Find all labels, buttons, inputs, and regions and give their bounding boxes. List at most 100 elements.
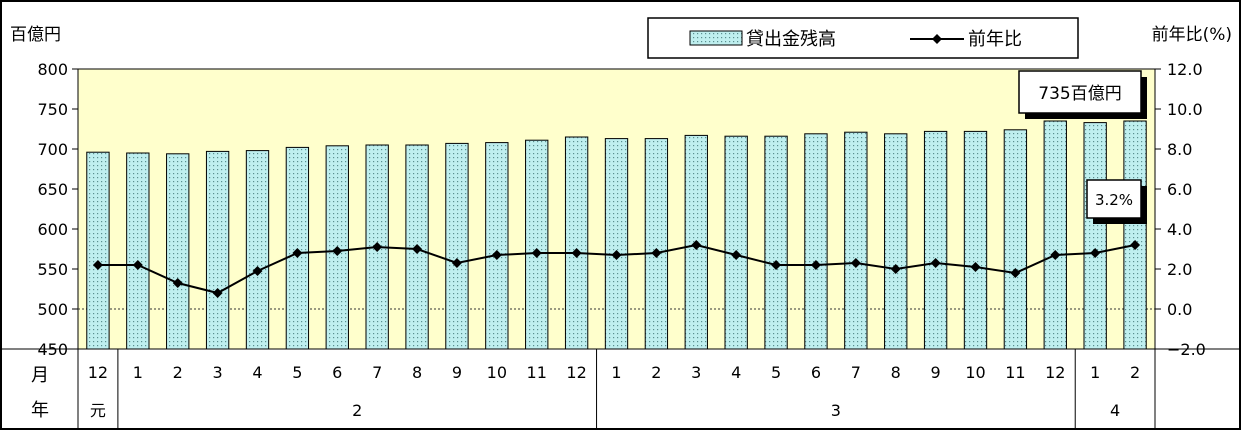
month-label: 7	[372, 363, 382, 382]
right-tick-label: 0.0	[1167, 300, 1192, 319]
right-tick-label: 6.0	[1167, 180, 1192, 199]
left-tick-label: 600	[37, 220, 68, 239]
month-label: 11	[1005, 363, 1025, 382]
line-point	[92, 260, 103, 270]
line-point	[212, 288, 223, 298]
line-point	[1010, 268, 1021, 278]
line-point	[771, 260, 782, 270]
bar	[804, 133, 828, 350]
line-point	[930, 258, 941, 268]
month-label: 6	[332, 363, 342, 382]
line-point	[292, 248, 303, 258]
line-point	[1130, 240, 1141, 250]
bar	[963, 130, 988, 350]
legend-bar-swatch	[689, 30, 743, 46]
bar	[205, 150, 230, 350]
bar	[844, 131, 868, 350]
bar-series	[86, 120, 1147, 350]
line-point	[332, 246, 343, 256]
month-label: 11	[527, 363, 547, 382]
month-label: 3	[213, 363, 223, 382]
left-axis-unit: 百億円	[10, 25, 61, 45]
left-tick-label: 750	[37, 100, 68, 119]
line-point	[252, 266, 263, 276]
month-label: 4	[731, 363, 741, 382]
month-label: 1	[1090, 363, 1100, 382]
bar	[166, 153, 190, 350]
bar	[644, 138, 669, 350]
line-point	[451, 258, 462, 268]
month-label: 2	[651, 363, 661, 382]
right-tick-label: 4.0	[1167, 220, 1192, 239]
month-label: 6	[811, 363, 821, 382]
month-label: 12	[1045, 363, 1065, 382]
line-point	[850, 258, 861, 268]
line-point	[611, 250, 622, 260]
month-label: 12	[566, 363, 586, 382]
right-tick-label: 8.0	[1167, 140, 1192, 159]
bar	[1083, 122, 1107, 350]
bar	[86, 151, 110, 350]
bar	[604, 138, 629, 350]
year-label: 4	[1110, 401, 1120, 420]
bar	[923, 130, 948, 350]
year-row-label: 年	[31, 400, 49, 421]
line-point	[491, 250, 502, 260]
bar	[525, 139, 549, 350]
month-label: 3	[691, 363, 701, 382]
bar	[564, 136, 589, 350]
left-tick-label: 700	[37, 140, 68, 159]
bar	[724, 135, 748, 350]
month-label: 9	[452, 363, 462, 382]
annotation-line-last: 3.2%	[1086, 179, 1147, 224]
month-label: 9	[931, 363, 941, 382]
right-tick-label: 10.0	[1167, 100, 1203, 119]
bar	[245, 150, 270, 350]
month-label: 8	[891, 363, 901, 382]
annotation-bar-last: 735百億円	[1018, 70, 1147, 119]
line-point	[1050, 250, 1061, 260]
left-tick-label: 500	[37, 300, 68, 319]
left-tick-label: 800	[37, 60, 68, 79]
line-point	[731, 250, 742, 260]
month-label: 7	[851, 363, 861, 382]
legend-line-marker	[932, 34, 942, 44]
bar	[485, 142, 509, 350]
legend-bar-label: 貸出金残高	[746, 29, 836, 50]
line-point	[531, 248, 542, 258]
line-point	[172, 278, 183, 288]
line-point	[691, 240, 702, 250]
month-label: 2	[173, 363, 183, 382]
annotation-line-last-text: 3.2%	[1095, 191, 1133, 209]
right-tick-label: 2.0	[1167, 260, 1192, 279]
line-series	[92, 240, 1141, 298]
month-label: 1	[611, 363, 621, 382]
line-point	[412, 244, 423, 254]
line-point	[890, 264, 901, 274]
month-label: 10	[487, 363, 507, 382]
bar	[884, 133, 908, 350]
legend: 貸出金残高 前年比	[647, 17, 1079, 59]
left-tick-label: 550	[37, 260, 68, 279]
axes: 80075070065060055050045012.010.08.06.04.…	[37, 60, 1205, 359]
line-point	[372, 242, 383, 252]
month-label: 8	[412, 363, 422, 382]
annotation-bar-last-text: 735百億円	[1038, 84, 1121, 104]
bar	[445, 142, 469, 350]
right-axis-unit: 前年比(%)	[1152, 25, 1232, 45]
line-point	[132, 260, 143, 270]
month-label: 4	[252, 363, 262, 382]
month-row-label: 月	[31, 365, 49, 386]
bar	[764, 135, 788, 350]
bar	[1123, 120, 1147, 350]
line-point	[1090, 248, 1101, 258]
month-label: 12	[88, 363, 108, 382]
year-label: 元	[90, 401, 106, 420]
right-tick-label: 12.0	[1167, 60, 1203, 79]
line-point	[651, 248, 662, 258]
bar	[1003, 129, 1028, 350]
legend-line-label: 前年比	[968, 29, 1022, 50]
year-label: 3	[831, 401, 841, 420]
